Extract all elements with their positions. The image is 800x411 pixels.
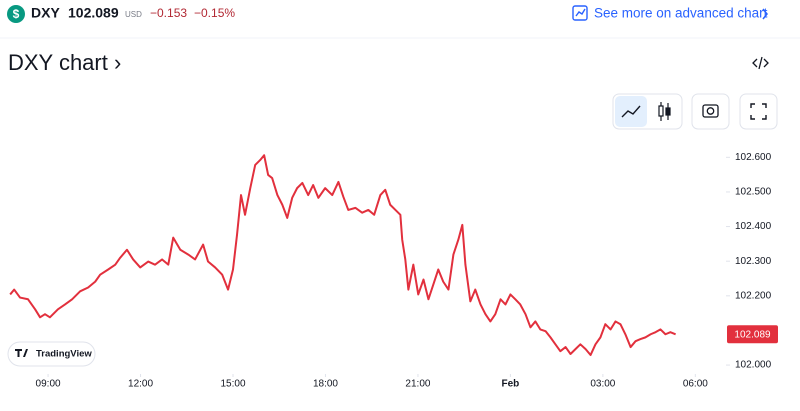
x-tick-label: 12:00 — [128, 379, 153, 390]
price-line — [9, 154, 676, 357]
branding-logo — [15, 349, 28, 357]
embed-icon — [752, 58, 758, 68]
embed-button[interactable] — [752, 56, 769, 70]
currency: USD — [125, 10, 142, 19]
last-price-tag — [727, 325, 778, 344]
candle-style-button[interactable] — [658, 102, 671, 121]
candle-icon — [658, 105, 664, 117]
y-tick-label: 102.400 — [735, 221, 772, 232]
price: 102.089 — [68, 5, 119, 21]
symbol[interactable]: DXY — [31, 5, 60, 21]
plot: 102.000 102.200 102.300 102.400 102.500 102.6… — [9, 152, 778, 390]
link-text[interactable]: See more on advanced chart — [594, 6, 768, 21]
symbol-icon-glyph: $ — [13, 7, 20, 21]
chart-title[interactable]: DXY chart › — [8, 50, 121, 75]
link-chevron — [762, 8, 768, 20]
fullscreen-icon — [750, 103, 767, 120]
change-percent: −0.15% — [194, 6, 235, 20]
x-tick-label: 21:00 — [405, 379, 430, 390]
camera-icon — [702, 104, 719, 118]
x-tick-label: Feb — [502, 379, 520, 390]
y-tick-label: 102.600 — [735, 152, 772, 163]
x-tick-label: 03:00 — [590, 379, 615, 390]
x-tick-label: 15:00 — [220, 379, 245, 390]
embed-icon — [758, 56, 763, 70]
x-tick-label: 06:00 — [683, 379, 708, 390]
x-tick-label: 09:00 — [36, 379, 61, 390]
y-tick-label: 102.500 — [735, 187, 772, 198]
line-style-button[interactable] — [615, 96, 647, 127]
branding-text: TradingView — [36, 349, 92, 360]
screenshot-button[interactable] — [691, 93, 730, 130]
branding-badge[interactable] — [7, 341, 96, 367]
y-tick-label: 102.300 — [735, 256, 772, 267]
x-tick-label: 18:00 — [313, 379, 338, 390]
last-price-label: 102.089 — [734, 329, 771, 340]
link-icon — [572, 5, 588, 21]
advanced-chart-link[interactable]: See more on advanced chart — [572, 5, 768, 21]
change: −0.153 — [150, 6, 187, 20]
embed-icon — [763, 58, 769, 68]
y-tick-label: 102.000 — [735, 360, 772, 371]
fullscreen-button[interactable] — [739, 93, 778, 130]
symbol-icon — [7, 5, 25, 23]
link-icon-line — [575, 8, 586, 17]
line-style-icon — [621, 105, 641, 118]
y-tick-label: 102.200 — [735, 290, 772, 301]
camera-icon — [706, 107, 715, 115]
candle-icon — [665, 107, 671, 116]
